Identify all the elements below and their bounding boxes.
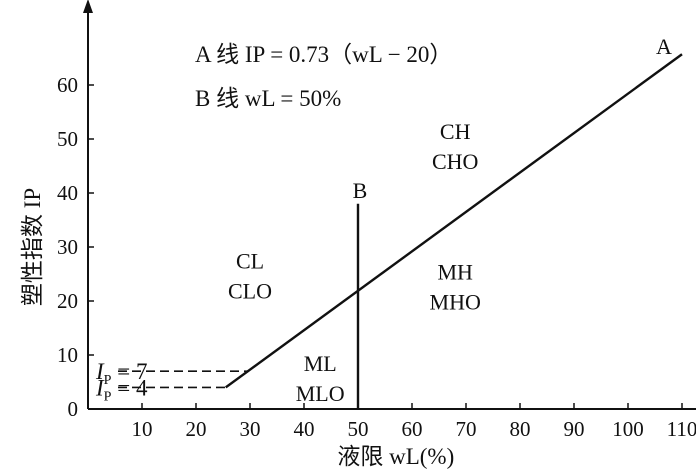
x-tick-label: 110 — [667, 417, 696, 441]
a-line-equation: A 线 IP = 0.73（wL − 20） — [195, 42, 452, 67]
x-tick-label: 60 — [402, 417, 423, 441]
region-label-mh: MH — [437, 259, 473, 284]
x-tick-label: 10 — [132, 417, 153, 441]
series-lines — [118, 53, 683, 409]
y-tick-label: 60 — [57, 73, 78, 97]
y-axis-title: 塑性指数 IP — [20, 188, 45, 306]
chart-labels: A B CH CHO CL CLO MH MHO ML MLO IP = 7IP = 4 A 线 IP… — [20, 34, 672, 469]
region-label-mho: MHO — [430, 289, 481, 314]
y-tick-label: 0 — [68, 397, 79, 421]
x-tick-label: 80 — [510, 417, 531, 441]
reference-label-ip4: IP = 4 — [95, 375, 148, 404]
axes — [83, 0, 696, 410]
y-tick-label: 30 — [57, 235, 78, 259]
y-tick-label: 10 — [57, 343, 78, 367]
region-label-cho: CHO — [432, 149, 478, 174]
series-label-a: A — [656, 34, 672, 59]
series-label-b: B — [353, 178, 368, 203]
series-line-a — [224, 53, 683, 389]
y-tick-label: 20 — [57, 289, 78, 313]
region-label-cl: CL — [236, 249, 264, 274]
reference-label-ip7: IP = 7 — [95, 359, 147, 388]
x-tick-label: 30 — [240, 417, 261, 441]
x-tick-label: 70 — [456, 417, 477, 441]
x-tick-label: 90 — [564, 417, 585, 441]
x-axis-title: 液限 wL(%) — [337, 444, 454, 469]
y-tick-label: 40 — [57, 181, 78, 205]
ticks: 10 20 30 40 50 60 70 80 90 100 110 0 10 20 30 40 50 60 — [57, 73, 696, 441]
x-tick-label: 50 — [348, 417, 369, 441]
region-label-clo: CLO — [228, 279, 272, 304]
x-tick-label: 40 — [294, 417, 315, 441]
y-tick-label: 50 — [57, 127, 78, 151]
y-axis-arrow — [83, 0, 93, 13]
x-tick-label: 20 — [186, 417, 207, 441]
x-tick-label: 100 — [612, 417, 644, 441]
region-label-mlo: MLO — [296, 381, 345, 406]
region-label-ml: ML — [304, 351, 337, 376]
region-label-ch: CH — [440, 119, 471, 144]
b-line-equation: B 线 wL = 50% — [195, 86, 341, 111]
